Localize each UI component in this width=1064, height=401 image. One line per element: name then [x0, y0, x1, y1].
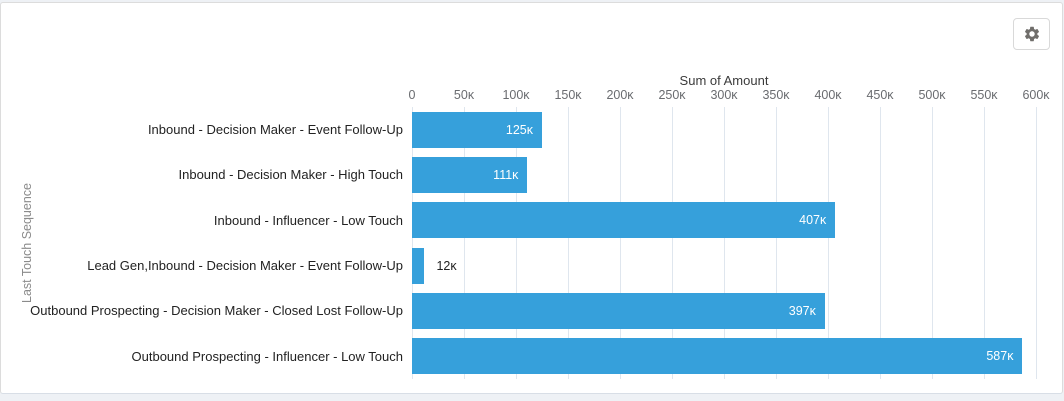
gridline [880, 107, 881, 379]
category-label: Inbound - Decision Maker - High Touch [178, 167, 404, 183]
bar-row: Inbound - Influencer - Low Touch 407ᴋ [0, 198, 1036, 243]
y-axis-title: Last Touch Sequence [20, 182, 34, 304]
bar[interactable]: 407ᴋ [412, 202, 836, 239]
gridline [1036, 107, 1037, 379]
category-label: Inbound - Influencer - Low Touch [213, 212, 403, 228]
gridline [932, 107, 933, 379]
x-tick-label: 100ᴋ [502, 88, 530, 102]
x-tick-label: 50ᴋ [453, 88, 475, 102]
bar-track: 12ᴋ [412, 247, 1036, 284]
bar-value-label: 407ᴋ [799, 213, 827, 228]
x-tick-label: 400ᴋ [814, 88, 842, 102]
bar-value-label: 587ᴋ [986, 349, 1014, 364]
x-tick-label: 200ᴋ [606, 88, 634, 102]
category-label: Inbound - Decision Maker - Event Follow-… [147, 122, 403, 138]
x-tick-label: 350ᴋ [762, 88, 790, 102]
gridline [568, 107, 569, 379]
category-label: Outbound Prospecting - Influencer - Low … [131, 348, 403, 364]
bar[interactable] [412, 247, 425, 284]
gridline [672, 107, 673, 379]
gridline [412, 107, 413, 379]
bar-value-label: 397ᴋ [788, 303, 816, 318]
bar-row: Inbound - Decision Maker - High Touch 111… [0, 152, 1036, 197]
x-tick-label: 250ᴋ [658, 88, 686, 102]
bar-track: 587ᴋ [412, 338, 1036, 375]
x-tick-label: 150ᴋ [554, 88, 582, 102]
x-tick-label: 600ᴋ [1022, 88, 1050, 102]
x-tick-label: 500ᴋ [918, 88, 946, 102]
gridline [620, 107, 621, 379]
bar[interactable]: 111ᴋ [412, 156, 528, 193]
x-axis-title: Sum of Amount [679, 73, 769, 88]
bar[interactable]: 587ᴋ [412, 338, 1023, 375]
plot-area [412, 107, 1037, 379]
bar-track: 397ᴋ [412, 292, 1036, 329]
bar-value-label: 125ᴋ [505, 122, 533, 137]
bar-track: 407ᴋ [412, 202, 1036, 239]
gear-icon [1023, 25, 1041, 43]
x-tick-label: 450ᴋ [866, 88, 894, 102]
category-label: Outbound Prospecting - Decision Maker - … [30, 303, 403, 319]
x-tick-label: 300ᴋ [710, 88, 738, 102]
gridline [516, 107, 517, 379]
category-label: Lead Gen,Inbound - Decision Maker - Even… [87, 258, 403, 274]
bar[interactable]: 125ᴋ [412, 111, 542, 148]
gridline [828, 107, 829, 379]
x-tick-label: 0 [408, 88, 416, 102]
bar[interactable]: 397ᴋ [412, 292, 825, 329]
bar-rows: Inbound - Decision Maker - Event Follow-… [0, 107, 1036, 379]
bar-row: Lead Gen,Inbound - Decision Maker - Even… [0, 243, 1036, 288]
bar-value-label: 12ᴋ [436, 258, 457, 273]
gridline [724, 107, 725, 379]
bar-track: 125ᴋ [412, 111, 1036, 148]
bar-track: 111ᴋ [412, 156, 1036, 193]
x-tick-label: 550ᴋ [970, 88, 998, 102]
gridline [984, 107, 985, 379]
bar-value-label: 111ᴋ [493, 167, 519, 182]
bar-row: Outbound Prospecting - Influencer - Low … [0, 334, 1036, 379]
bar-row: Outbound Prospecting - Decision Maker - … [0, 288, 1036, 333]
settings-button[interactable] [1013, 18, 1050, 50]
x-axis-tick-labels: 0 50ᴋ 100ᴋ 150ᴋ 200ᴋ 250ᴋ 300ᴋ 350ᴋ 400ᴋ 450ᴋ 500ᴋ… [408, 88, 1050, 103]
gridline [464, 107, 465, 379]
bar-row: Inbound - Decision Maker - Event Follow-… [0, 107, 1036, 152]
gridline [776, 107, 777, 379]
